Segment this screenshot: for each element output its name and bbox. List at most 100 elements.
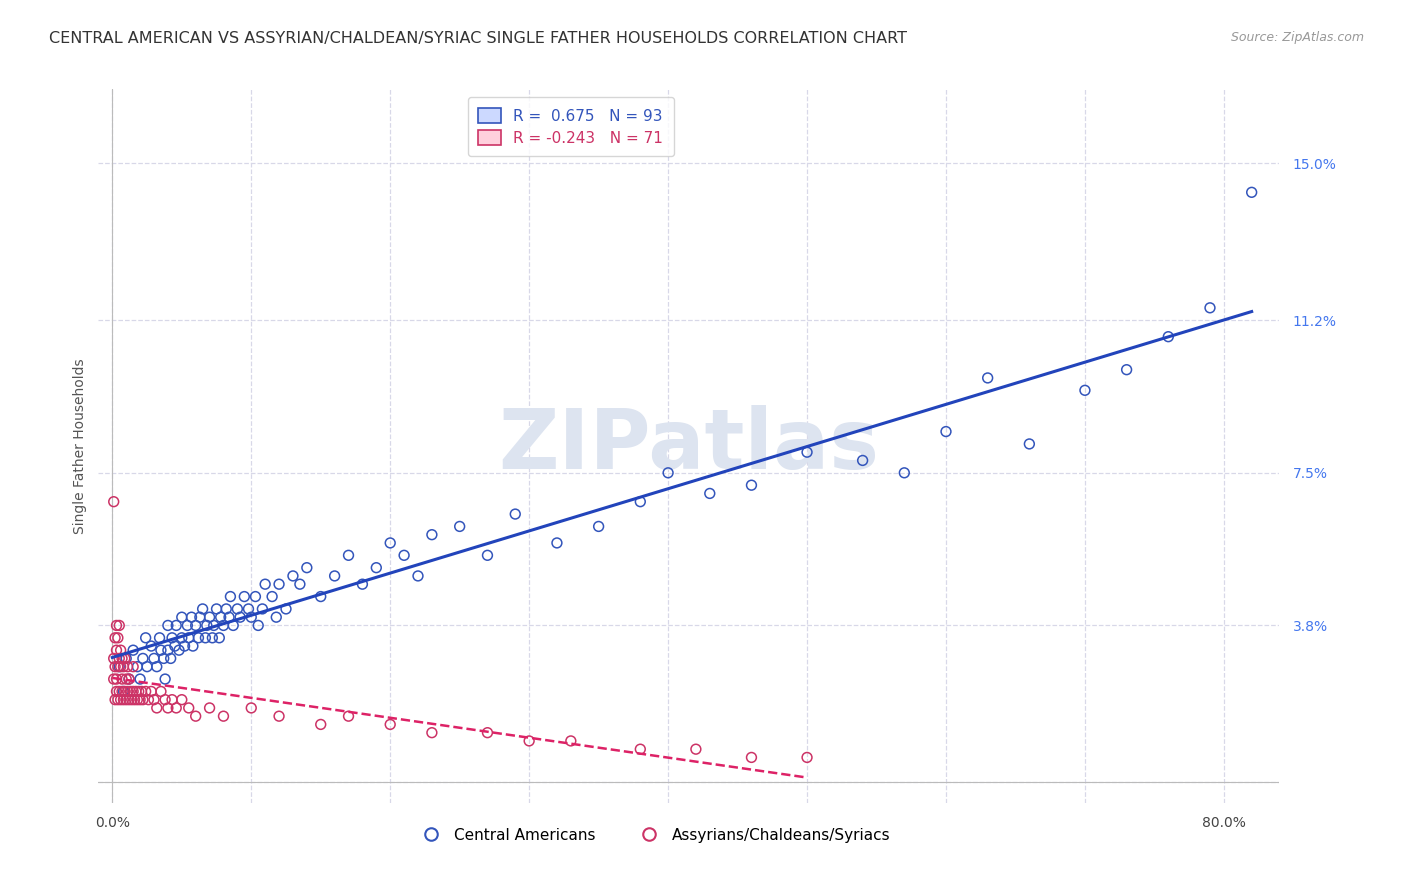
Point [238,602,260,616]
Point [1199,301,1222,315]
Point [110,659,132,673]
Point [628,494,651,508]
Point [893,466,915,480]
Point [177,631,200,645]
Point [309,590,332,604]
Point [976,371,998,385]
Point [156,701,179,715]
Point [160,692,183,706]
Point [229,610,252,624]
Point [740,750,762,764]
Point [177,701,200,715]
Point [1018,437,1040,451]
Point [121,692,143,706]
Point [128,684,150,698]
Point [685,742,707,756]
Point [1240,186,1263,200]
Text: ZIPatlas: ZIPatlas [499,406,879,486]
Point [267,709,290,723]
Point [546,536,568,550]
Point [420,527,443,541]
Point [118,672,141,686]
Point [740,478,762,492]
Point [152,651,174,665]
Point [191,602,214,616]
Point [219,590,242,604]
Point [208,631,231,645]
Point [699,486,721,500]
Point [156,618,179,632]
Point [1157,329,1180,343]
Y-axis label: Single Father Households: Single Father Households [73,359,87,533]
Point [122,684,145,698]
Point [149,684,172,698]
Point [120,684,142,698]
Point [254,577,277,591]
Point [240,701,263,715]
Point [295,560,318,574]
Point [115,692,138,706]
Point [127,659,149,673]
Point [198,610,221,624]
Point [110,692,132,706]
Point [181,639,204,653]
Point [136,659,159,673]
Point [115,672,138,686]
Text: Source: ZipAtlas.com: Source: ZipAtlas.com [1230,31,1364,45]
Point [170,692,193,706]
Point [160,631,183,645]
Point [135,631,157,645]
Point [112,692,135,706]
Point [118,692,141,706]
Point [188,610,211,624]
Point [247,618,270,632]
Point [198,701,221,715]
Point [153,672,176,686]
Point [180,610,202,624]
Point [215,602,238,616]
Point [129,692,152,706]
Point [187,631,209,645]
Point [170,610,193,624]
Point [194,631,217,645]
Legend: Central Americans, Assyrians/Chaldeans/Syriacs: Central Americans, Assyrians/Chaldeans/S… [411,822,897,848]
Point [240,610,263,624]
Point [149,643,172,657]
Point [115,651,138,665]
Point [111,651,134,665]
Point [156,643,179,657]
Point [173,639,195,653]
Point [184,709,207,723]
Point [104,631,127,645]
Point [503,507,526,521]
Point [477,725,499,739]
Point [323,569,346,583]
Point [406,569,429,583]
Point [159,651,181,665]
Point [148,631,170,645]
Point [138,692,160,706]
Point [146,659,169,673]
Point [281,569,304,583]
Point [103,494,125,508]
Point [366,560,388,574]
Point [449,519,471,533]
Point [477,549,499,563]
Point [163,639,186,653]
Point [111,672,134,686]
Point [657,466,679,480]
Point [852,453,875,467]
Point [125,684,148,698]
Point [176,618,198,632]
Point [184,618,207,632]
Point [264,610,287,624]
Point [143,692,166,706]
Point [337,549,360,563]
Point [195,618,218,632]
Point [122,659,145,673]
Point [103,672,125,686]
Point [135,684,157,698]
Point [267,577,290,591]
Point [104,659,127,673]
Point [212,709,235,723]
